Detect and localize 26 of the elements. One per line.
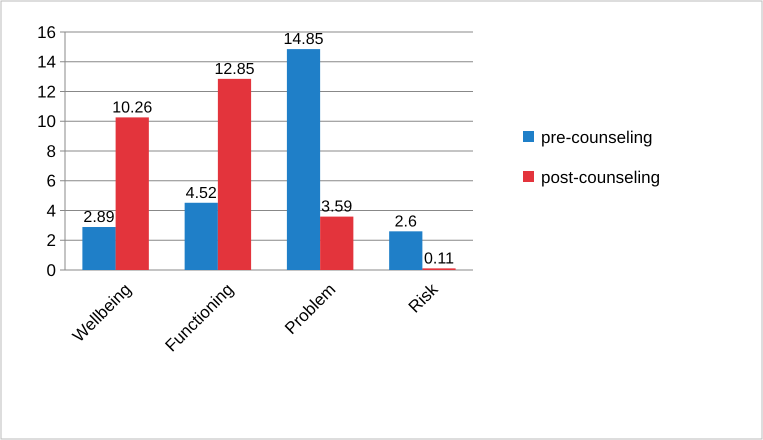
data-label: 14.85	[283, 31, 324, 48]
y-tick-label: 14	[37, 52, 56, 72]
y-tick-label: 2	[46, 231, 56, 250]
data-label: 4.52	[186, 184, 217, 202]
bar	[116, 117, 149, 270]
bar	[320, 216, 354, 270]
bar	[286, 49, 320, 270]
y-tick-label: 16	[37, 22, 56, 42]
data-label: 12.85	[214, 60, 255, 78]
bar	[82, 227, 116, 270]
y-tick-label: 6	[46, 172, 56, 191]
y-tick-label: 8	[46, 142, 56, 161]
data-label: 10.26	[112, 99, 152, 116]
bar	[218, 78, 252, 270]
legend-label: pre-counseling	[541, 128, 653, 147]
y-tick-label: 0	[46, 260, 56, 280]
data-label: 2.89	[83, 209, 115, 226]
bar	[389, 231, 422, 270]
data-label: 3.59	[321, 198, 352, 216]
data-label: 0.11	[424, 250, 454, 268]
y-tick-label: 10	[37, 112, 56, 132]
bar	[184, 202, 218, 270]
legend-label: post-counseling	[541, 168, 660, 187]
y-tick-label: 12	[37, 82, 56, 102]
data-label: 2.6	[394, 213, 417, 230]
y-tick-label: 4	[46, 201, 56, 220]
